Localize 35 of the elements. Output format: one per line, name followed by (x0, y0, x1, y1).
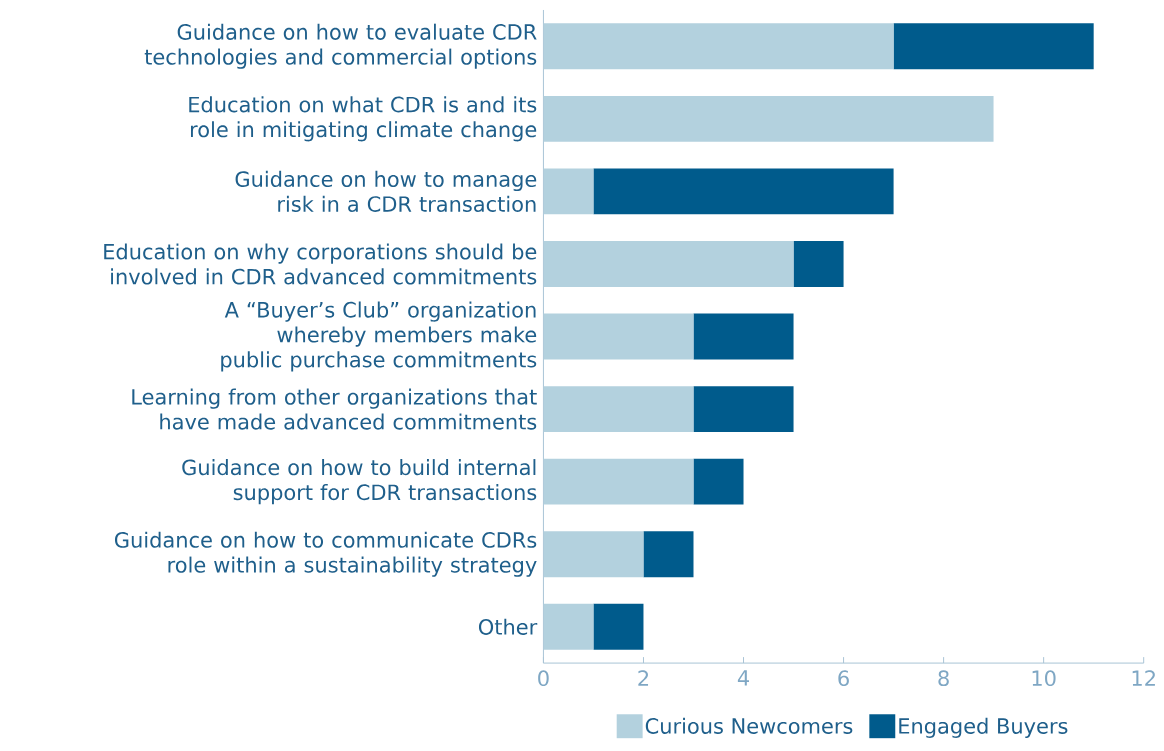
x-tick-label: 4 (737, 670, 750, 686)
y-tick-label: Education on what CDR is and its role in mitigating climate change (189, 96, 537, 142)
x-tick-label: 12 (1132, 670, 1155, 686)
y-tick-label: Guidance on how to evaluate CDR technologies and commercial options (144, 23, 537, 69)
x-tick-label: 0 (538, 670, 549, 687)
x-tick-label: 2 (638, 670, 649, 686)
x-tick-label: 6 (838, 670, 849, 687)
bar (543, 23, 894, 70)
y-tick-label: Other (478, 618, 538, 635)
y-tick-label: Guidance on how to build internal support for CDR transactions (182, 459, 537, 505)
y-tick-label: Learning from other organizations that have made advanced commitments (132, 388, 537, 430)
bar (543, 313, 694, 360)
bar (543, 386, 694, 433)
y-tick-label: A “Buyer’s Club” organization whereby members make public purchase commitments (221, 301, 537, 372)
bar (593, 603, 644, 650)
y-tick-label: Education on why corporations should be involved in CDR advanced commitments (104, 243, 537, 285)
bar (543, 458, 694, 505)
bar (543, 95, 994, 142)
legend-label: Curious Newcomers (645, 717, 853, 734)
x-tick-label: 8 (938, 670, 949, 687)
bar (643, 531, 694, 578)
bar (543, 531, 644, 578)
y-tick-label: Guidance on how to manage risk in a CDR transaction (235, 170, 537, 213)
bar (543, 603, 594, 650)
bar (693, 313, 794, 360)
bar (593, 168, 894, 215)
bar (543, 168, 594, 215)
bar (543, 241, 794, 287)
bar (793, 241, 844, 287)
bar (693, 458, 744, 505)
legend-label: Engaged Buyers (899, 717, 1068, 739)
x-tick-label: 10 (1032, 670, 1056, 687)
bar (893, 23, 1094, 70)
y-tick-label: Guidance on how to communicate CDRs role within a sustainability strategy (114, 531, 537, 577)
bar (693, 386, 794, 433)
